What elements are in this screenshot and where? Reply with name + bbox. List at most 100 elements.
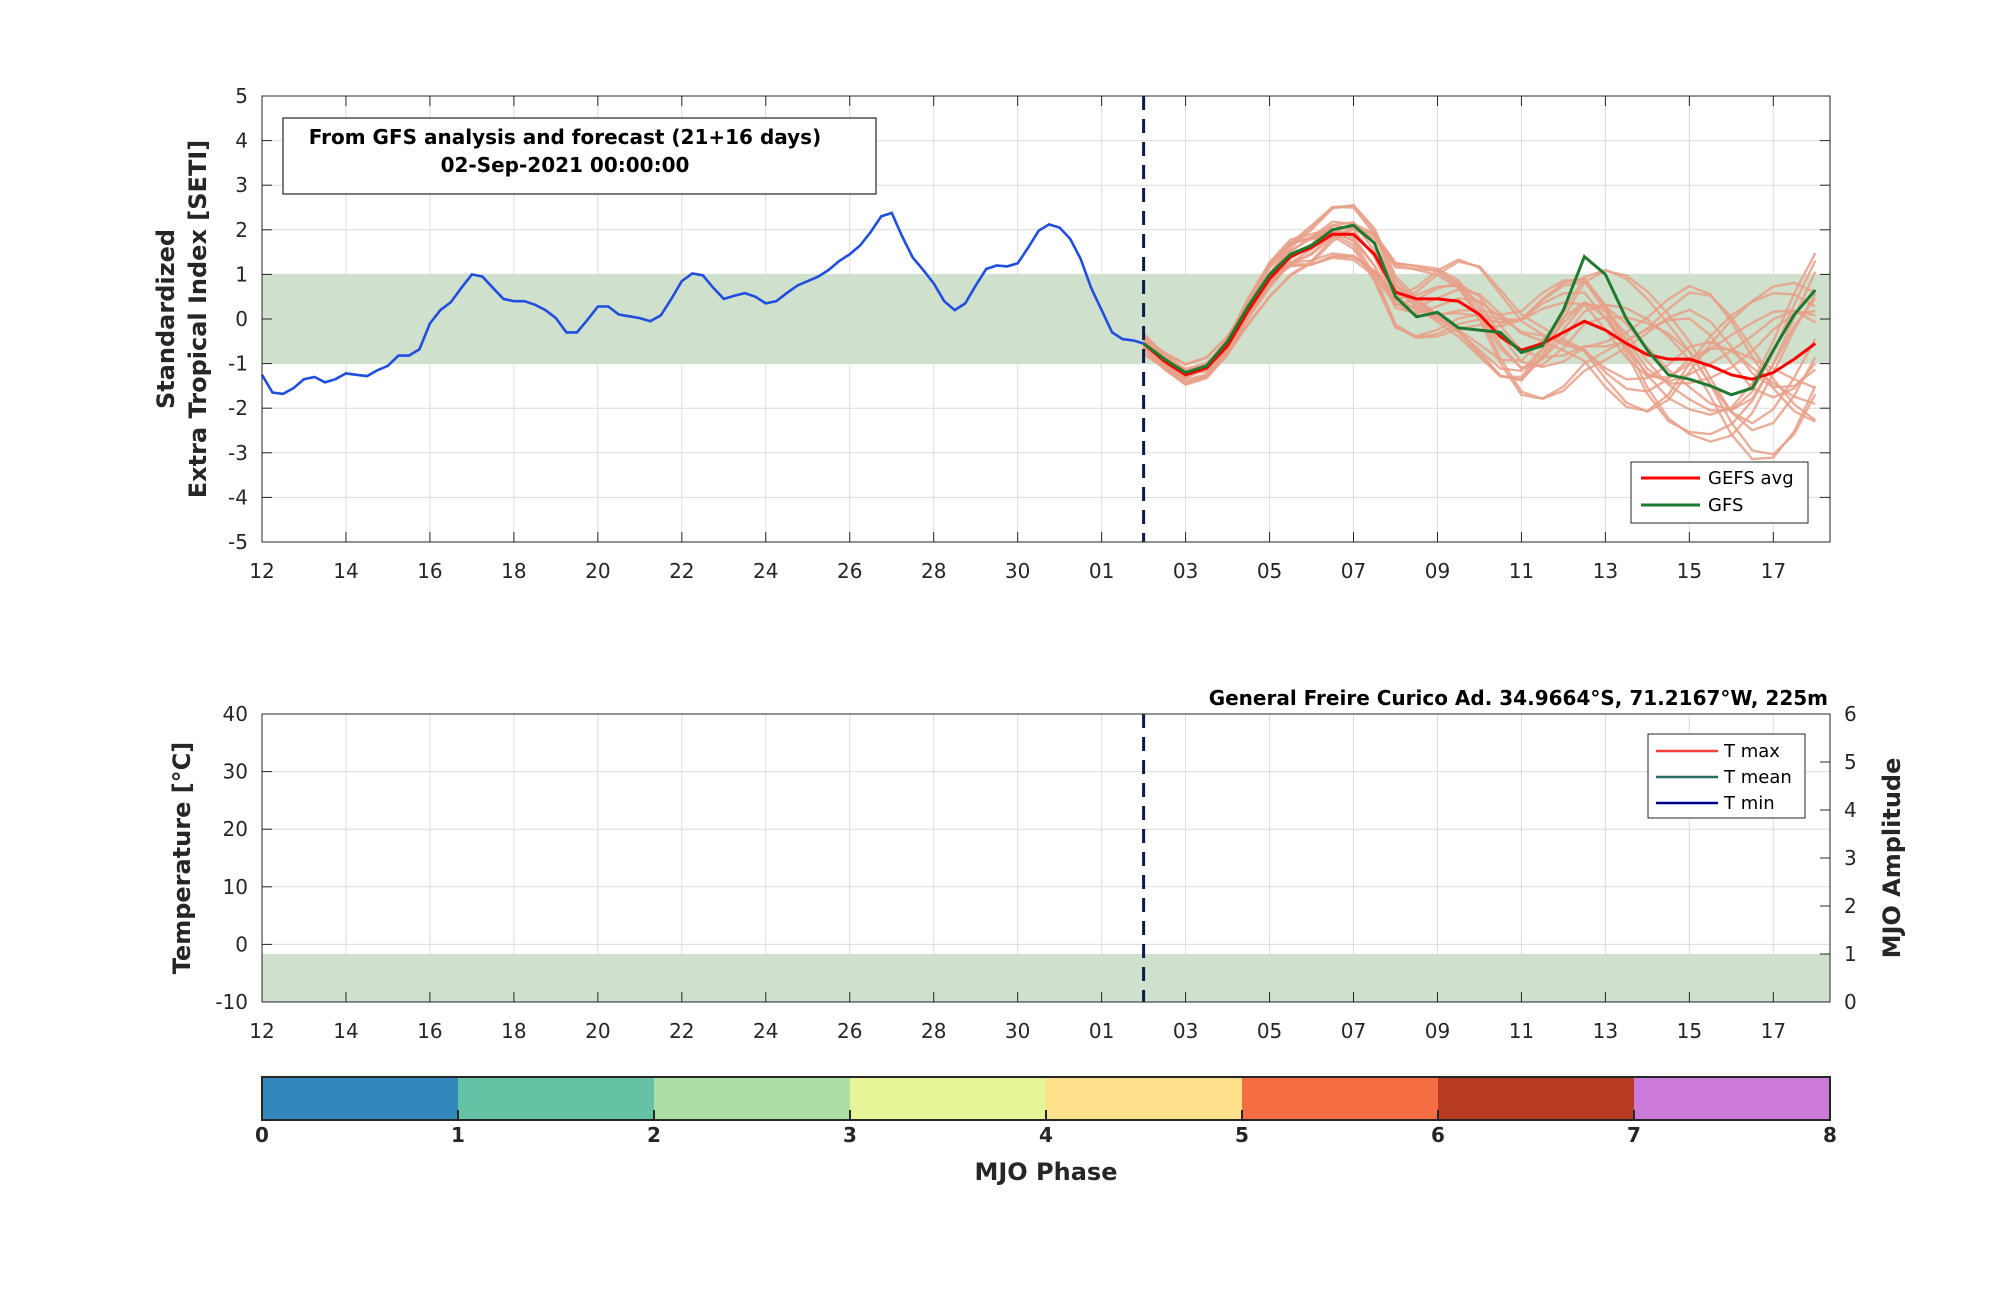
mjo-amplitude-tick-label: 4 <box>1844 798 1857 822</box>
seti-y-tick-label: -5 <box>228 530 248 554</box>
temp-x-tick-label: 17 <box>1761 1019 1786 1043</box>
colorbar-tick-label: 8 <box>1823 1123 1837 1147</box>
gfs-line <box>1142 223 1817 397</box>
temp-y-tick-label: 10 <box>223 875 248 899</box>
temp-x-tick-label: 22 <box>669 1019 694 1043</box>
temp-x-tick-label: 01 <box>1089 1019 1114 1043</box>
temp-y-tick-label: 30 <box>223 760 248 784</box>
mjo-amplitude-tick-label: 6 <box>1844 702 1857 726</box>
temp-x-tick-label: 24 <box>753 1019 778 1043</box>
seti-x-tick-label: 24 <box>753 559 778 583</box>
colorbar-tick-label: 0 <box>255 1123 269 1147</box>
colorbar-segment <box>1046 1077 1243 1120</box>
temp-y-tick-labels: 40 30 20 10 0 -10 <box>215 702 248 1014</box>
temp-x-tick-label: 15 <box>1677 1019 1702 1043</box>
annotation-line2: 02-Sep-2021 00:00:00 <box>441 153 690 177</box>
temp-x-tick-label: 26 <box>837 1019 862 1043</box>
colorbar-segments <box>262 1077 1831 1120</box>
gefs-member-line <box>1142 203 1817 412</box>
seti-y-tick-label: 3 <box>235 173 248 197</box>
seti-ylabel-line2: Extra Tropical Index [SETI] <box>184 140 212 498</box>
temp-x-tick-label: 20 <box>585 1019 610 1043</box>
colorbar-tick-label: 7 <box>1627 1123 1641 1147</box>
mjo-amplitude-band <box>262 954 1830 1002</box>
temp-x-tick-label: 11 <box>1509 1019 1534 1043</box>
seti-x-tick-label: 03 <box>1173 559 1198 583</box>
mjo-phase-colorbar: 0 1 2 3 4 5 6 7 8 MJO Phase <box>255 1076 1837 1186</box>
mjo-amplitude-tick-labels: 6 5 4 3 2 1 0 <box>1844 702 1857 1014</box>
seti-chart: 5 4 3 2 1 0 -1 -2 -3 -4 -5 12 14 16 18 20 22 24 26 28 30 01 0… <box>152 84 1831 583</box>
seti-x-tick-label: 09 <box>1425 559 1450 583</box>
colorbar-tick-label: 2 <box>647 1123 661 1147</box>
colorbar-tick-label: 5 <box>1235 1123 1249 1147</box>
legend-label-gefs-avg: GEFS avg <box>1708 468 1794 489</box>
colorbar-tick-label: 1 <box>451 1123 465 1147</box>
temp-legend: T max T mean T min <box>1647 733 1806 819</box>
seti-x-tick-label: 17 <box>1761 559 1786 583</box>
colorbar-segment <box>1438 1077 1635 1120</box>
temp-ylabel: Temperature [°C] <box>168 742 196 975</box>
legend-label-gfs: GFS <box>1708 495 1743 516</box>
seti-y-tick-label: 0 <box>235 307 248 331</box>
seti-ticks <box>261 95 1830 543</box>
mjo-amplitude-tick-label: 3 <box>1844 846 1857 870</box>
seti-x-tick-label: 28 <box>921 559 946 583</box>
legend-label-tmin: T min <box>1723 793 1775 814</box>
seti-legend: GEFS avg GFS <box>1630 461 1809 524</box>
seti-x-tick-label: 20 <box>585 559 610 583</box>
temp-x-tick-label: 07 <box>1341 1019 1366 1043</box>
gefs-avg-line <box>1142 232 1817 381</box>
colorbar-ticks: 0 1 2 3 4 5 6 7 8 <box>255 1110 1837 1147</box>
mjo-amplitude-tick-label: 0 <box>1844 990 1857 1014</box>
temp-x-tick-label: 28 <box>921 1019 946 1043</box>
temp-y-tick-label: 0 <box>235 932 248 956</box>
seti-ylabel-line1: Standardized <box>152 229 180 409</box>
temp-ticks <box>261 713 1830 1003</box>
temp-x-tick-label: 03 <box>1173 1019 1198 1043</box>
seti-y-tick-label: -3 <box>228 441 248 465</box>
temp-x-tick-label: 13 <box>1593 1019 1618 1043</box>
seti-y-tick-label: -1 <box>228 352 248 376</box>
seti-x-tick-labels: 12 14 16 18 20 22 24 26 28 30 01 03 05 07 09 11 13 15 17 <box>249 559 1786 583</box>
seti-y-tick-labels: 5 4 3 2 1 0 -1 -2 -3 -4 -5 <box>228 84 248 554</box>
temp-x-tick-label: 30 <box>1005 1019 1030 1043</box>
station-title: General Freire Curico Ad. 34.9664°S, 71.… <box>1209 686 1828 710</box>
seti-y-tick-label: 5 <box>235 84 248 108</box>
temp-y-tick-label: 20 <box>223 817 248 841</box>
seti-x-tick-label: 11 <box>1509 559 1534 583</box>
colorbar-segment <box>1242 1077 1439 1120</box>
temp-x-tick-label: 09 <box>1425 1019 1450 1043</box>
colorbar-segment <box>850 1077 1047 1120</box>
seti-x-tick-label: 07 <box>1341 559 1366 583</box>
seti-y-tick-label: 2 <box>235 218 248 242</box>
mjo-amplitude-tick-label: 5 <box>1844 750 1857 774</box>
analysis-line <box>260 211 1144 396</box>
seti-x-tick-label: 18 <box>501 559 526 583</box>
gefs-member-line <box>1142 227 1817 456</box>
seti-x-tick-label: 30 <box>1005 559 1030 583</box>
temp-x-tick-label: 05 <box>1257 1019 1282 1043</box>
seti-y-tick-label: -4 <box>228 485 248 509</box>
colorbar-label: MJO Phase <box>974 1158 1117 1186</box>
colorbar-segment <box>458 1077 655 1120</box>
temp-x-tick-label: 14 <box>333 1019 358 1043</box>
annotation-line1: From GFS analysis and forecast (21+16 da… <box>309 125 821 149</box>
colorbar-segment <box>262 1077 459 1120</box>
seti-x-tick-label: 13 <box>1593 559 1618 583</box>
seti-normal-band <box>262 274 1830 364</box>
seti-x-tick-label: 12 <box>249 559 274 583</box>
colorbar-tick-label: 3 <box>843 1123 857 1147</box>
seti-x-tick-label: 15 <box>1677 559 1702 583</box>
gefs-member-line <box>1142 229 1816 385</box>
seti-x-tick-label: 22 <box>669 559 694 583</box>
seti-x-tick-label: 14 <box>333 559 358 583</box>
temp-x-tick-label: 16 <box>417 1019 442 1043</box>
seti-x-tick-label: 05 <box>1257 559 1282 583</box>
colorbar-tick-label: 4 <box>1039 1123 1053 1147</box>
seti-y-tick-label: -2 <box>228 396 248 420</box>
seti-legend-frame <box>1630 461 1809 524</box>
legend-label-tmean: T mean <box>1723 767 1792 788</box>
temp-x-tick-label: 18 <box>501 1019 526 1043</box>
